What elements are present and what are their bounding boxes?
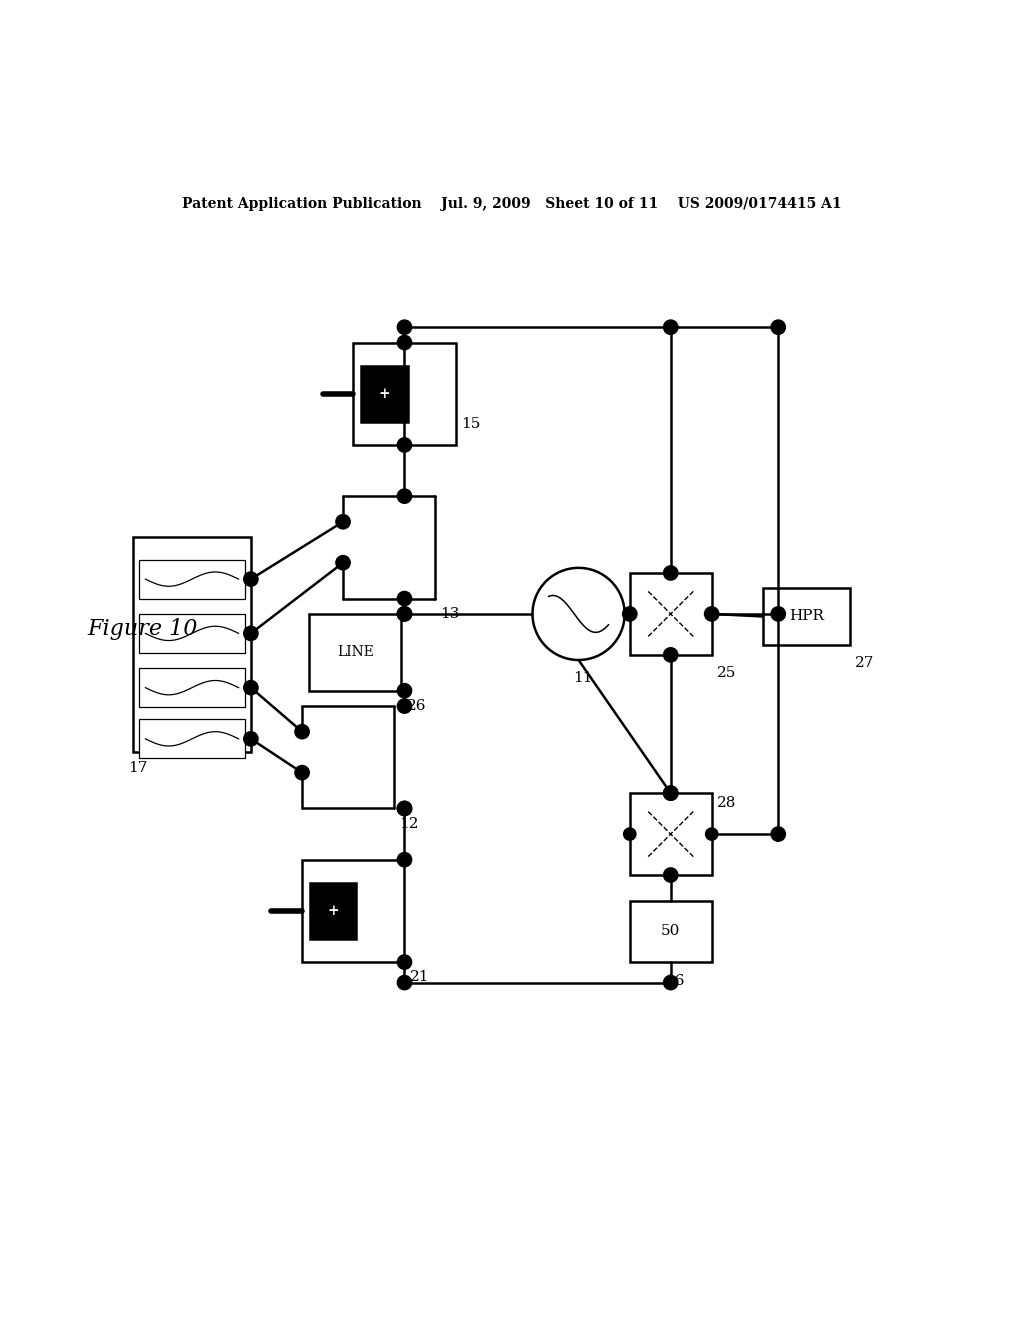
Circle shape: [664, 648, 678, 663]
Bar: [630, 793, 712, 875]
Text: 13: 13: [440, 607, 460, 620]
Text: 17: 17: [128, 760, 147, 775]
Text: 15: 15: [461, 417, 480, 432]
Circle shape: [664, 566, 678, 579]
Circle shape: [624, 828, 636, 841]
Text: +: +: [379, 387, 390, 401]
Text: HPR: HPR: [788, 610, 824, 623]
Bar: [309, 614, 401, 690]
Circle shape: [664, 867, 678, 882]
Circle shape: [664, 975, 678, 990]
Circle shape: [244, 626, 258, 640]
Text: 21: 21: [410, 970, 429, 985]
Text: 11: 11: [573, 672, 593, 685]
Circle shape: [705, 607, 719, 622]
Circle shape: [771, 319, 785, 334]
Bar: [630, 573, 712, 655]
Circle shape: [244, 731, 258, 746]
Circle shape: [397, 335, 412, 350]
Circle shape: [336, 556, 350, 570]
Circle shape: [397, 488, 412, 503]
Circle shape: [665, 869, 677, 882]
Text: Figure 10: Figure 10: [87, 618, 198, 640]
Circle shape: [665, 566, 677, 579]
Circle shape: [397, 591, 412, 606]
Bar: [361, 366, 408, 422]
Bar: [139, 668, 245, 708]
Circle shape: [397, 853, 412, 867]
Bar: [139, 560, 245, 598]
Circle shape: [244, 572, 258, 586]
Bar: [302, 859, 404, 962]
Circle shape: [397, 954, 412, 969]
Bar: [133, 537, 251, 752]
Bar: [310, 883, 356, 939]
Circle shape: [397, 607, 412, 622]
Text: 16: 16: [666, 974, 685, 987]
Bar: [630, 900, 712, 962]
Circle shape: [623, 607, 637, 622]
Circle shape: [397, 319, 412, 334]
Circle shape: [397, 801, 412, 816]
Circle shape: [665, 787, 677, 800]
Bar: [139, 614, 245, 653]
Circle shape: [664, 319, 678, 334]
Text: Patent Application Publication    Jul. 9, 2009   Sheet 10 of 11    US 2009/01744: Patent Application Publication Jul. 9, 2…: [182, 197, 842, 211]
Circle shape: [706, 607, 718, 620]
Circle shape: [624, 607, 636, 620]
Circle shape: [244, 681, 258, 694]
Text: 26: 26: [407, 700, 426, 713]
Circle shape: [295, 725, 309, 739]
Text: 50: 50: [662, 924, 680, 939]
Bar: [763, 589, 850, 644]
Circle shape: [397, 684, 412, 698]
Circle shape: [665, 648, 677, 661]
Circle shape: [771, 607, 785, 622]
Circle shape: [664, 785, 678, 800]
Text: 25: 25: [717, 667, 736, 680]
Circle shape: [336, 515, 350, 529]
Circle shape: [397, 698, 412, 713]
Circle shape: [706, 828, 718, 841]
Circle shape: [295, 766, 309, 780]
Circle shape: [771, 826, 785, 841]
Text: 28: 28: [717, 796, 736, 810]
Circle shape: [664, 785, 678, 800]
Text: LINE: LINE: [337, 645, 374, 659]
Bar: [139, 719, 245, 758]
Circle shape: [397, 975, 412, 990]
Text: 27: 27: [855, 656, 874, 671]
Circle shape: [397, 438, 412, 453]
Text: +: +: [328, 904, 339, 917]
Circle shape: [397, 607, 412, 622]
Text: 12: 12: [399, 817, 419, 830]
Circle shape: [397, 801, 412, 816]
Bar: [353, 343, 456, 445]
